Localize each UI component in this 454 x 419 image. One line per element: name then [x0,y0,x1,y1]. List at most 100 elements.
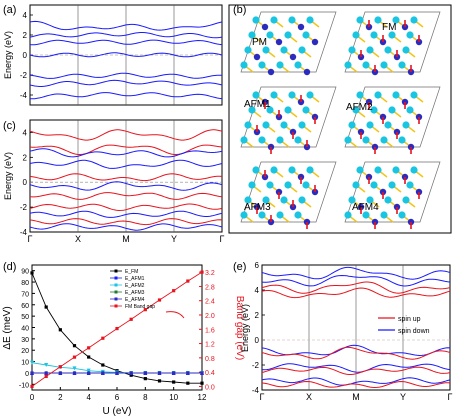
y-tick-label: 80 [21,280,29,287]
ligand-atom [270,166,278,174]
ligand-atom [406,31,414,39]
ligand-atom [366,196,374,204]
legend-marker [114,283,118,287]
ligand-atom [348,196,356,204]
band-line-blue [29,20,223,31]
panel-b-magnetic-structures: PM FM AFM1 AFM2 AFM3 AFM4 [228,4,452,234]
metal-atom [267,68,275,76]
data-point [172,380,176,384]
ligand-atom [392,166,400,174]
data-point [101,371,105,375]
ligand-atom [398,61,406,69]
data-point [44,363,49,367]
ligand-atom [298,121,306,129]
ligand-atom [402,121,410,129]
ligand-atom [398,211,406,219]
band-line-blue [29,92,223,100]
legend-label: spin down [398,328,430,335]
structure-pm: PM [240,11,337,76]
ligand-atom [366,121,374,129]
band-line-red [29,144,223,155]
x-tick-label: Y [171,234,177,244]
ligand-atom [252,16,260,24]
band-line-blue [29,72,223,79]
axis-pointer-arrow [165,311,185,319]
ligand-atom [362,136,370,144]
legend-marker [114,290,118,294]
y-tick-label: 60 [21,303,29,310]
ligand-atom [270,16,278,24]
data-point [157,298,162,302]
data-point [44,305,48,309]
metal-atom [311,38,319,46]
ligand-atom [392,91,400,99]
ligand-atom [266,181,274,189]
y-tick-label: 30 [21,337,29,344]
structure-label: AFM4 [352,202,379,213]
ligand-atom [244,121,252,129]
legend-marker [114,304,118,308]
panel-d-energy-vs-u: ΔE (meV) Band gap (eV) U (eV) 0 2 4 6 8 10 12 -… [2,264,245,417]
y-tick-label: 4 [23,11,28,20]
y-tick-label: 70 [21,291,29,298]
ligand-atom [284,31,292,39]
ligand-atom [258,61,266,69]
y-tick-label: -2 [20,71,28,80]
ligand-atom [262,121,270,129]
data-point [143,371,147,375]
y-tick-label: -4 [20,91,28,100]
ligand-atom [288,91,296,99]
ligand-atom [258,136,266,144]
data-point [58,328,62,332]
ligand-atom [348,121,356,129]
ligand-atom [392,16,400,24]
y-tick-label: 0 [23,51,28,60]
data-point [143,308,147,312]
ligand-atom [270,91,278,99]
x-tick-label: 12 [198,393,207,402]
data-point [186,371,190,375]
ligand-atom [248,31,256,39]
ligand-atom [410,166,418,174]
ligand-atom [344,211,352,219]
band-line-blue [29,223,223,231]
band-line-red [29,203,223,212]
panel-e-ylabel: Energy (eV) [240,304,250,352]
legend-label: E_AFM4 [125,297,145,303]
data-point [143,377,147,381]
band-line-blue [29,181,223,191]
ligand-atom [252,91,260,99]
panel-d-xlabel: U (eV) [103,406,132,417]
ligand-atom [258,211,266,219]
ligand-atom [380,136,388,144]
band-line-red [261,281,451,294]
ligand-atom [384,196,392,204]
band-line-red [29,173,223,182]
legend-label: FM Band gap [125,304,155,310]
panel-letter-a: (a) [3,4,16,16]
ligand-atom [366,46,374,54]
band-line-red [29,129,223,141]
right-y-tick-label: 1.2 [205,342,215,349]
data-point [200,270,204,274]
data-point [30,271,34,275]
panel-d-ylabel-left: ΔE (meV) [2,306,13,349]
data-point [72,344,77,348]
band-line-blue [261,363,451,373]
ligand-atom [306,166,314,174]
x-tick-label: Γ [448,392,453,402]
data-point [172,371,176,375]
ligand-atom [402,196,410,204]
y-tick-label: -4 [20,228,28,237]
data-point [30,371,34,375]
panel-letter-b: (b) [233,4,246,16]
ligand-atom [288,16,296,24]
legend-label: E_AFM3 [125,290,145,296]
structure-label: PM [252,37,267,48]
y-tick-label: 20 [21,348,29,355]
y-tick-label: 50 [21,314,29,321]
ligand-atom [302,181,310,189]
band-line-blue [29,159,223,169]
data-point [129,371,133,375]
metal-atom [261,23,269,31]
